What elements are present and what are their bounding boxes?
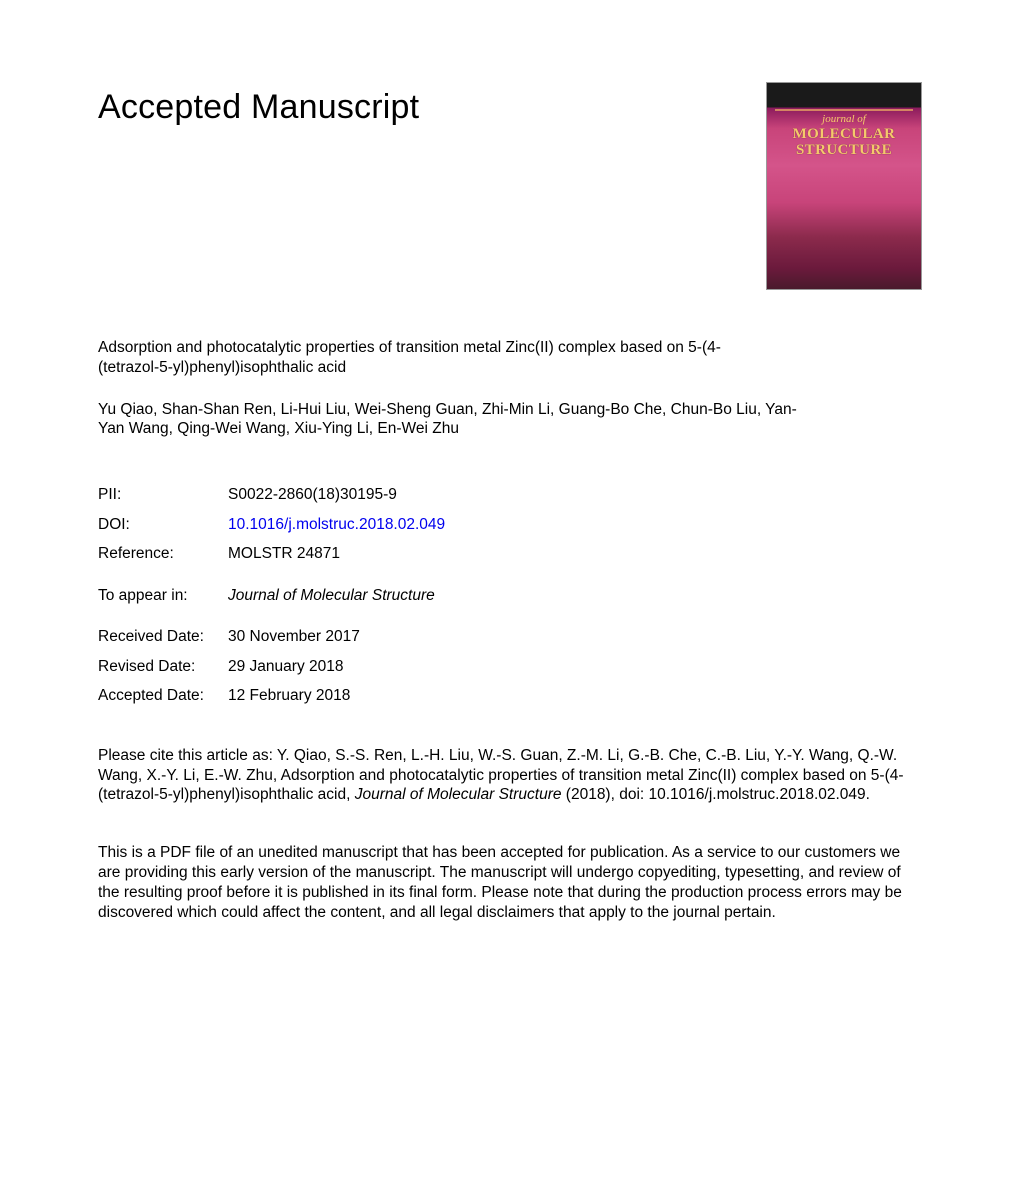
citation-text: Please cite this article as: Y. Qiao, S.… bbox=[98, 746, 918, 805]
cover-supertitle: journal of bbox=[767, 113, 921, 125]
meta-label-pii: PII: bbox=[98, 487, 228, 503]
meta-label-accepted: Accepted Date: bbox=[98, 688, 228, 704]
meta-label-received: Received Date: bbox=[98, 629, 228, 645]
citation-journal: Journal of Molecular Structure bbox=[355, 786, 562, 803]
meta-value-received: 30 November 2017 bbox=[228, 629, 922, 645]
doi-link[interactable]: 10.1016/j.molstruc.2018.02.049 bbox=[228, 516, 445, 533]
disclaimer-text: This is a PDF file of an unedited manusc… bbox=[98, 843, 918, 922]
meta-label-to-appear: To appear in: bbox=[98, 588, 228, 604]
metadata-table: PII: S0022-2860(18)30195-9 DOI: 10.1016/… bbox=[98, 487, 922, 704]
citation-suffix: (2018), doi: 10.1016/j.molstruc.2018.02.… bbox=[561, 786, 869, 803]
article-authors: Yu Qiao, Shan-Shan Ren, Li-Hui Liu, Wei-… bbox=[98, 400, 798, 440]
meta-value-accepted: 12 February 2018 bbox=[228, 688, 922, 704]
meta-row-received: Received Date: 30 November 2017 bbox=[98, 629, 922, 645]
meta-value-reference: MOLSTR 24871 bbox=[228, 546, 922, 562]
meta-label-reference: Reference: bbox=[98, 546, 228, 562]
meta-value-pii: S0022-2860(18)30195-9 bbox=[228, 487, 922, 503]
meta-row-to-appear: To appear in: Journal of Molecular Struc… bbox=[98, 588, 922, 604]
meta-value-revised: 29 January 2018 bbox=[228, 659, 922, 675]
meta-value-to-appear: Journal of Molecular Structure bbox=[228, 588, 922, 604]
cover-title: MOLECULARSTRUCTURE bbox=[767, 127, 921, 159]
meta-row-reference: Reference: MOLSTR 24871 bbox=[98, 546, 922, 562]
article-title: Adsorption and photocatalytic properties… bbox=[98, 338, 758, 378]
meta-label-doi: DOI: bbox=[98, 517, 228, 533]
page-heading: Accepted Manuscript bbox=[98, 88, 756, 127]
journal-cover-thumbnail: journal of MOLECULARSTRUCTURE bbox=[766, 82, 922, 290]
meta-row-pii: PII: S0022-2860(18)30195-9 bbox=[98, 487, 922, 503]
meta-row-revised: Revised Date: 29 January 2018 bbox=[98, 659, 922, 675]
meta-row-accepted: Accepted Date: 12 February 2018 bbox=[98, 688, 922, 704]
meta-row-doi: DOI: 10.1016/j.molstruc.2018.02.049 bbox=[98, 517, 922, 533]
meta-label-revised: Revised Date: bbox=[98, 659, 228, 675]
meta-value-doi: 10.1016/j.molstruc.2018.02.049 bbox=[228, 517, 922, 533]
